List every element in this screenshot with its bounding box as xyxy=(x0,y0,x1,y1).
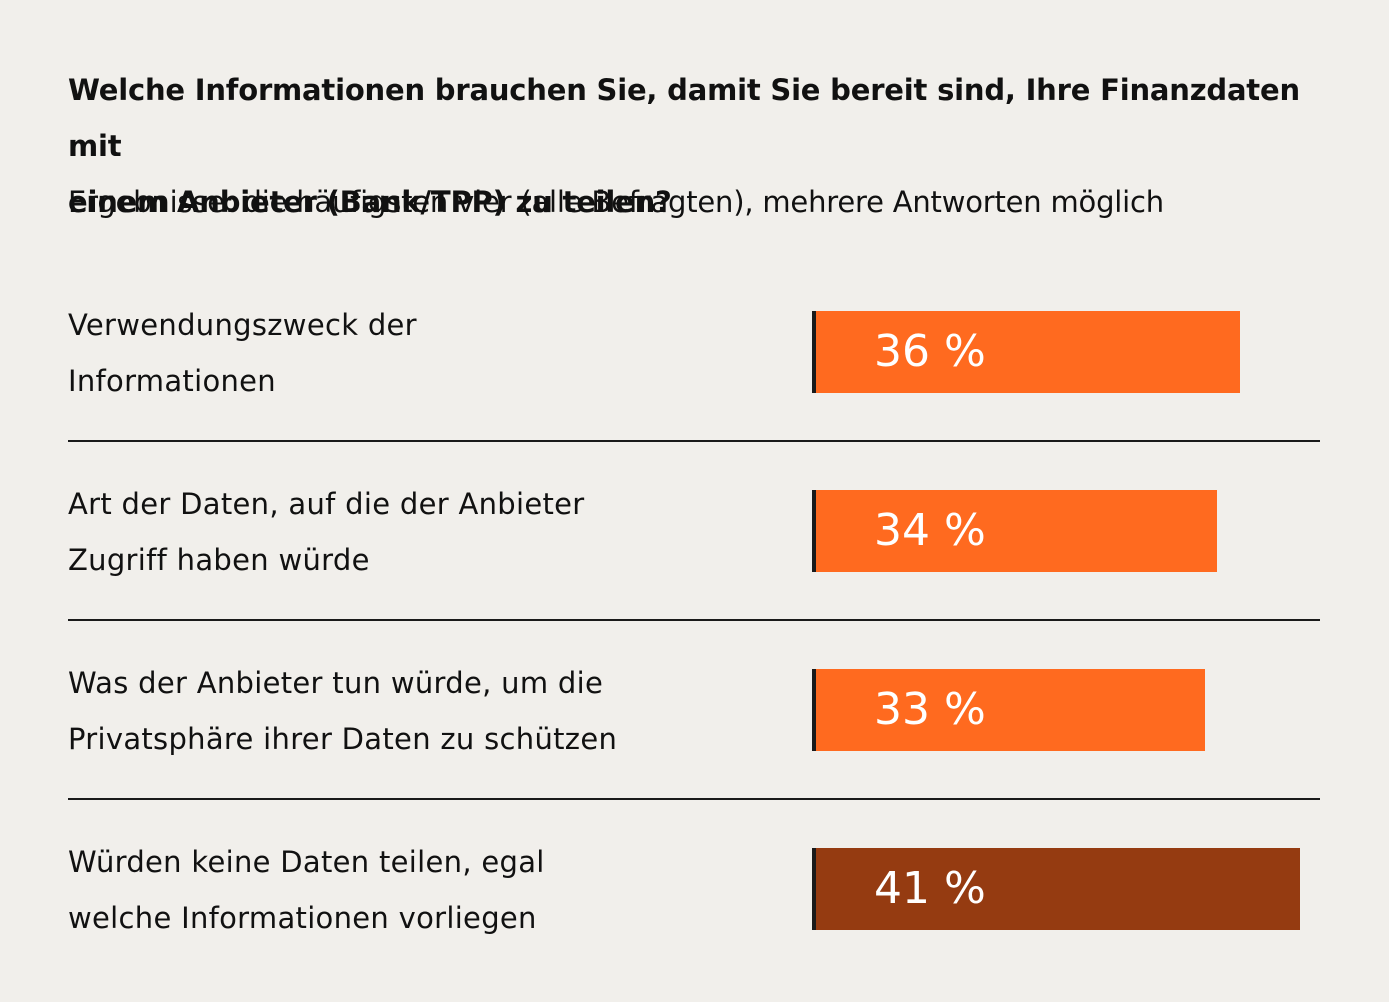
category-label-line: Privatsphäre ihrer Daten zu schützen xyxy=(68,722,618,756)
chart-subtitle: Ergebnisse: die häufigsten vier (alle Be… xyxy=(68,185,1164,219)
row-divider xyxy=(68,619,1320,621)
category-label-line: Informationen xyxy=(68,364,276,398)
category-label-line: Verwendungszweck der xyxy=(68,308,417,342)
category-label: Art der Daten, auf die der Anbieter Zugri… xyxy=(68,476,768,588)
data-label: 36 % xyxy=(874,326,986,377)
category-label: Was der Anbieter tun würde, um die Privat… xyxy=(68,655,768,767)
data-label: 34 % xyxy=(874,505,986,556)
category-label-line: Würden keine Daten teilen, egal xyxy=(68,845,545,879)
chart-title-line: Welche Informationen brauchen Sie, damit… xyxy=(68,73,1300,163)
category-label: Würden keine Daten teilen, egal welche In… xyxy=(68,834,768,946)
data-label: 41 % xyxy=(874,863,986,914)
category-label: Verwendungszweck der Informationen xyxy=(68,297,768,409)
bar: 33 % xyxy=(812,669,1205,751)
category-label-line: Was der Anbieter tun würde, um die xyxy=(68,666,604,700)
category-label-line: Art der Daten, auf die der Anbieter xyxy=(68,487,585,521)
row-divider xyxy=(68,440,1320,442)
data-label: 33 % xyxy=(874,684,986,735)
bar: 36 % xyxy=(812,311,1240,393)
category-label-line: welche Informationen vorliegen xyxy=(68,901,537,935)
bar: 34 % xyxy=(812,490,1217,572)
category-label-line: Zugriff haben würde xyxy=(68,543,370,577)
chart-title-line: einem Anbieter (Bank/TPP) zu teilen? xyxy=(68,185,672,219)
bar: 41 % xyxy=(812,848,1300,930)
row-divider xyxy=(68,798,1320,800)
chart-title: Welche Informationen brauchen Sie, damit… xyxy=(68,62,1358,230)
